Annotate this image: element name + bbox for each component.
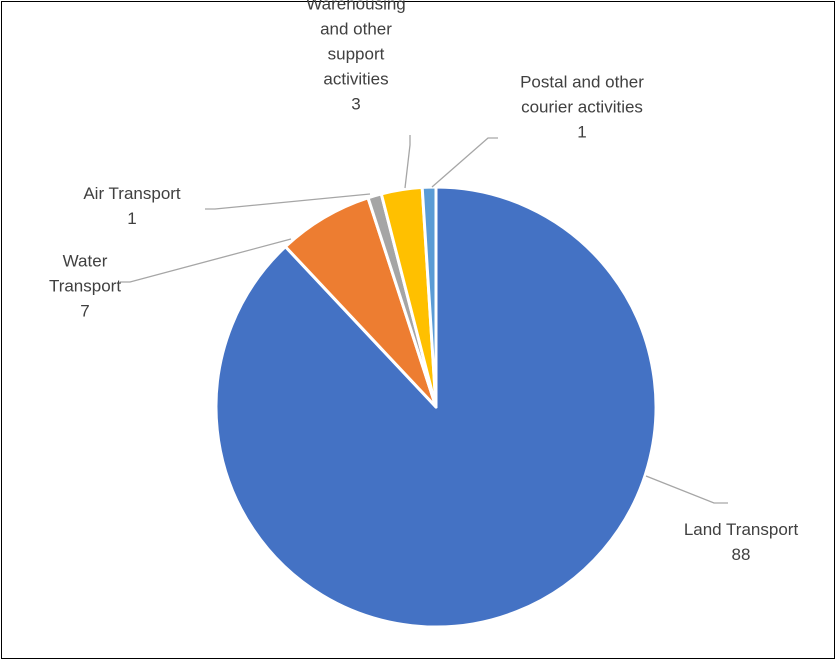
data-label-category: Transport [49,276,121,295]
data-label-category: Land Transport [684,520,799,539]
leader-line [645,475,728,504]
data-label: Postal and other courier activities 1 [520,72,644,141]
slice-labels: Land Transport 88 Water Transport 7 Air Trans… [49,0,799,564]
data-label-category: activities [323,69,388,88]
data-label: Air Transport 1 [83,184,181,228]
data-label-value: 1 [577,122,586,141]
data-label: Land Transport 88 [684,520,799,564]
leader-line [205,193,371,210]
data-label-category: Warehousing [306,0,406,13]
leader-line [431,137,498,188]
data-label-category: Air Transport [83,184,181,203]
data-label-value: 88 [732,545,751,564]
pie-slice-postal-and-other-courier-activities [420,185,438,409]
data-label-category: support [328,44,385,63]
data-label-value: 3 [351,94,360,113]
data-label-category: Water [63,251,108,270]
data-label-value: 7 [80,301,89,320]
leader-lines [120,135,728,504]
data-label-category: Postal and other [520,72,644,91]
data-label-category: courier activities [521,97,643,116]
leader-line [120,238,292,283]
data-label-category: and other [320,19,392,38]
leader-line [404,135,411,189]
data-label-value: 1 [127,209,136,228]
pie-slices [214,185,658,629]
data-label: Warehousing and other support activities 3 [306,0,406,113]
data-label: Water Transport 7 [49,251,121,320]
